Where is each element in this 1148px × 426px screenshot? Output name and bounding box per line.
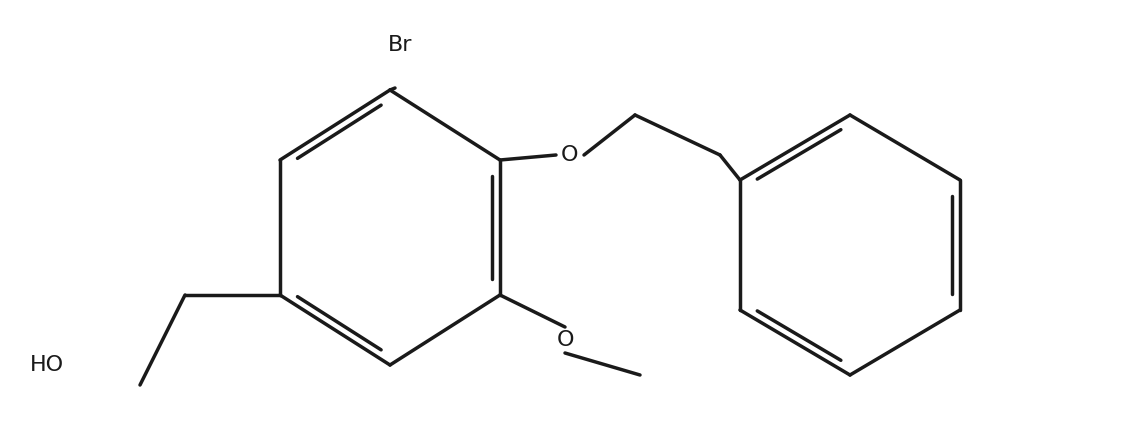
Text: O: O bbox=[557, 330, 574, 350]
Text: HO: HO bbox=[30, 355, 64, 375]
Text: O: O bbox=[561, 145, 579, 165]
Text: Br: Br bbox=[388, 35, 412, 55]
